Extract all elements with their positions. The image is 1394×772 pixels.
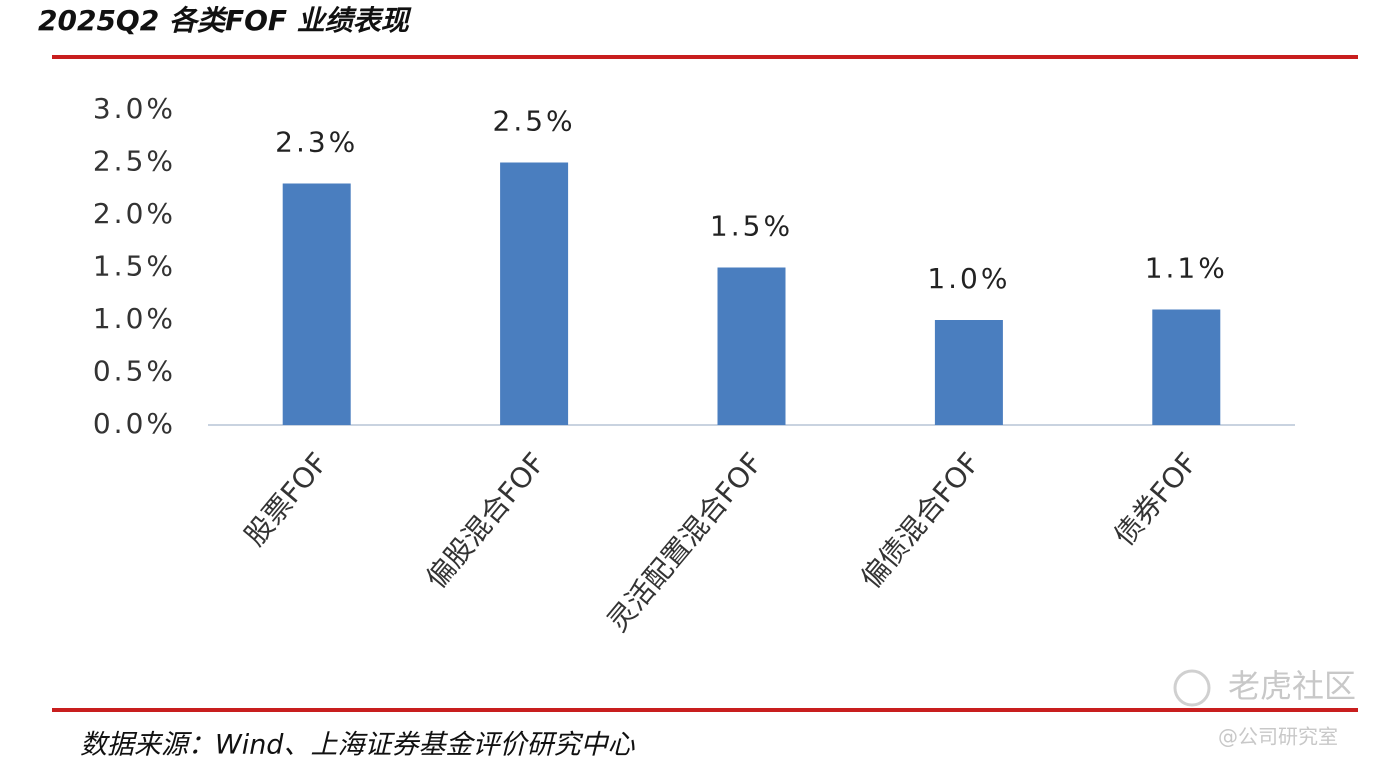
value-label: 1.0%: [927, 262, 1010, 295]
bar: [500, 162, 569, 425]
watermark: 老虎社区: [1228, 667, 1356, 705]
y-tick-label: 2.0%: [93, 197, 176, 230]
y-tick-label: 1.5%: [93, 250, 176, 283]
y-tick-label: 3.0%: [93, 92, 176, 125]
watermark: @公司研究室: [1218, 725, 1338, 749]
value-label: 2.3%: [275, 126, 358, 159]
bar: [1152, 309, 1221, 425]
y-tick-label: 2.5%: [93, 145, 176, 178]
x-tick-label: 偏债混合FOF: [854, 446, 986, 595]
bar: [934, 320, 1003, 425]
value-label: 2.5%: [493, 105, 576, 138]
x-tick-label: 债券FOF: [1108, 446, 1204, 552]
x-tick-label: 灵活配置混合FOF: [601, 446, 769, 637]
x-tick-label: 股票FOF: [238, 446, 334, 552]
value-label: 1.1%: [1145, 252, 1228, 285]
y-tick-label: 1.0%: [93, 302, 176, 335]
y-tick-label: 0.0%: [93, 407, 176, 440]
x-tick-label: 偏股混合FOF: [419, 446, 551, 595]
bar: [717, 267, 786, 425]
y-tick-label: 0.5%: [93, 355, 176, 388]
value-label: 1.5%: [710, 210, 793, 243]
bar: [282, 183, 351, 425]
source-note: 数据来源：Wind、上海证券基金评价研究中心: [80, 730, 635, 761]
watermark-icon: [1173, 669, 1211, 707]
chart-title: 2025Q2 各类FOF 业绩表现: [38, 4, 412, 37]
